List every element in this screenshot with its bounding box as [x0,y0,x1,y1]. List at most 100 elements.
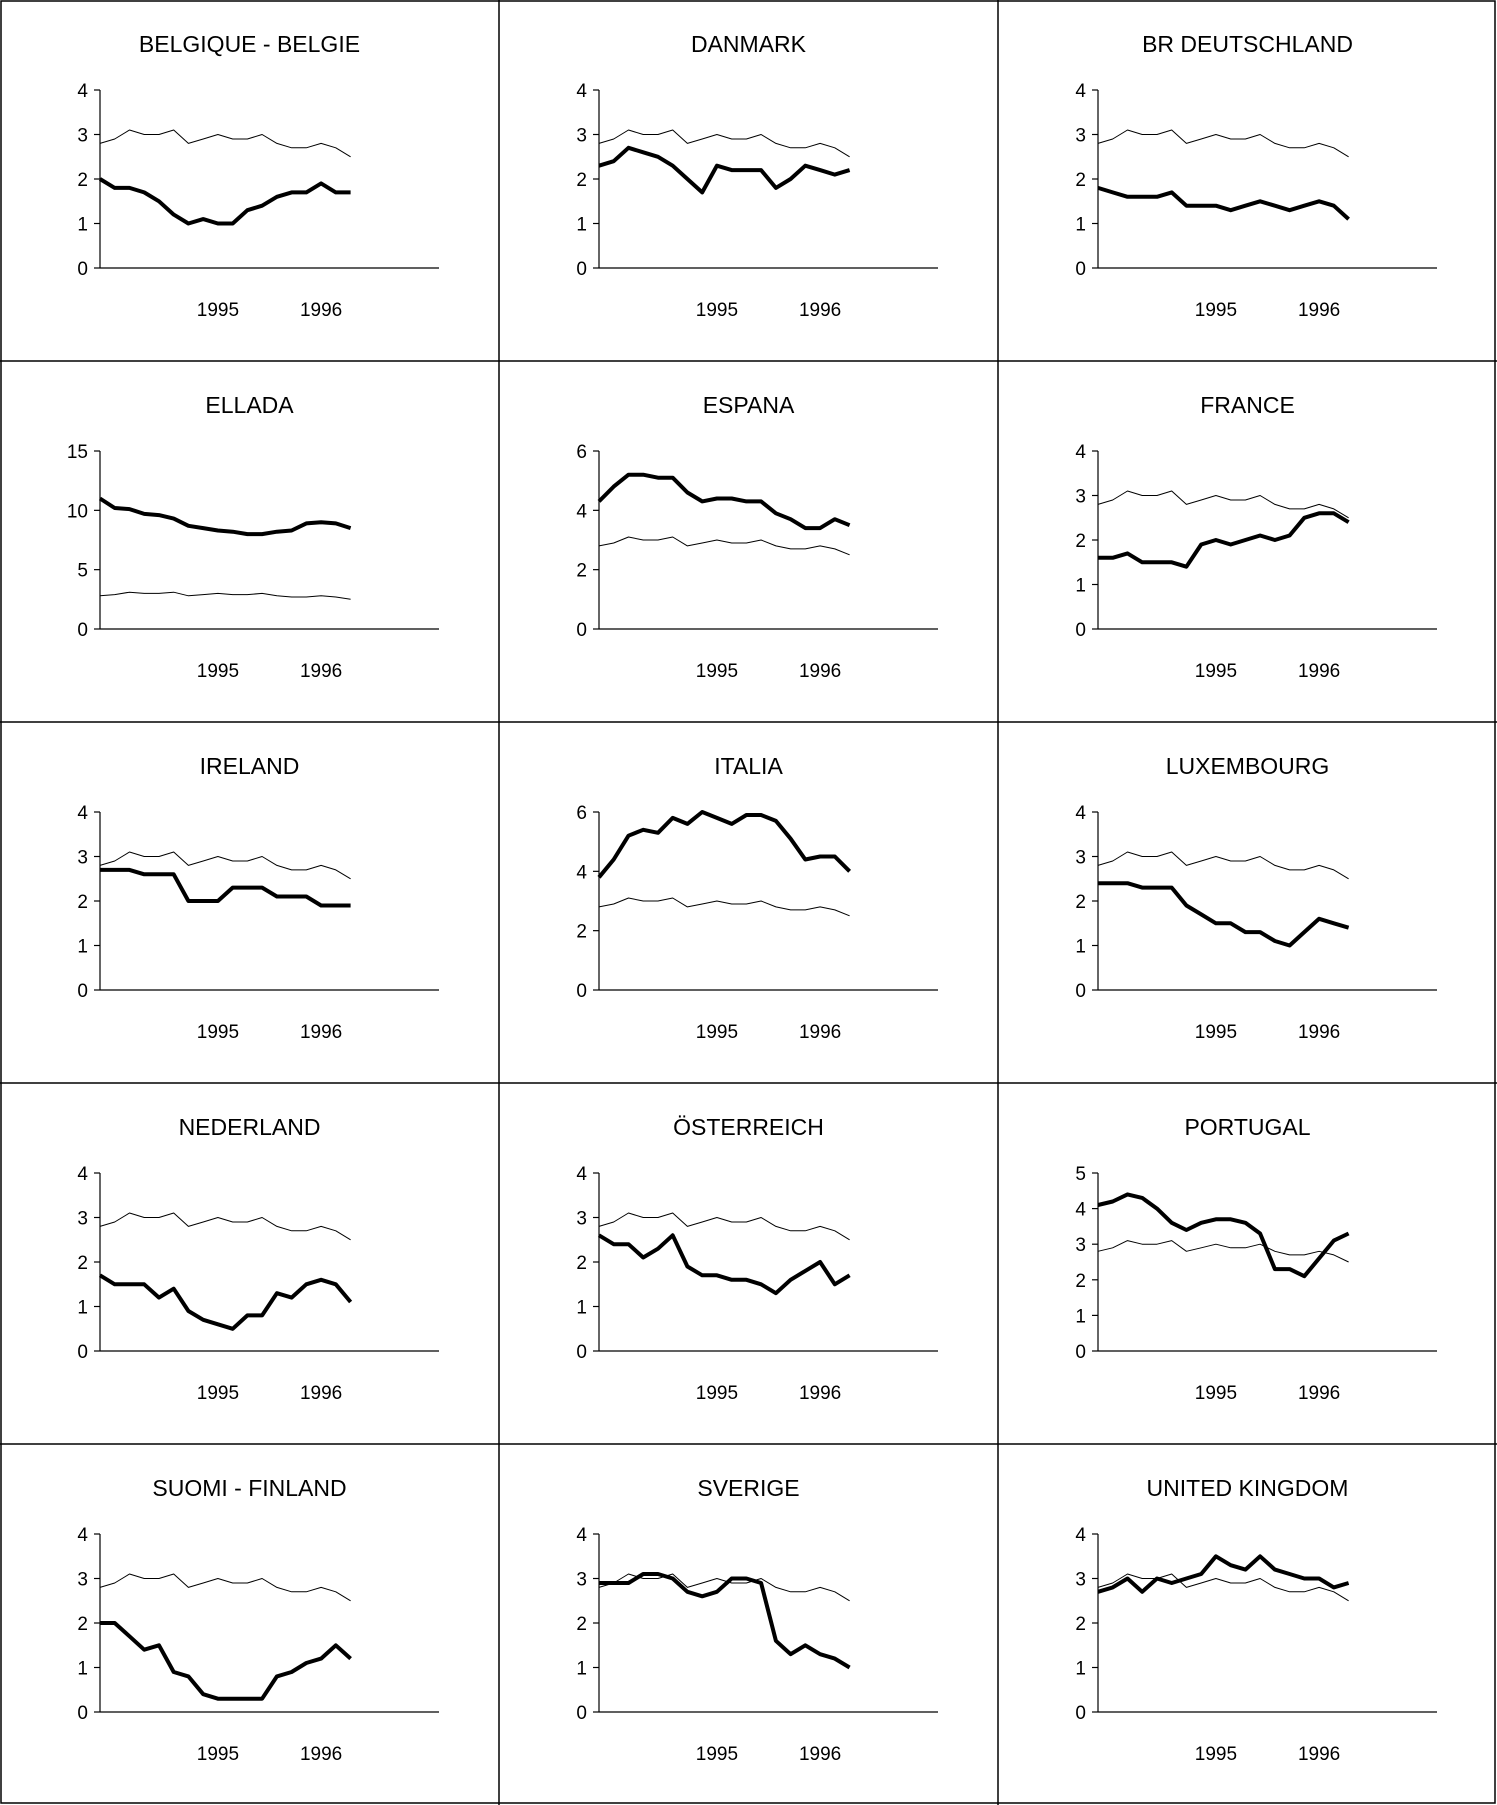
data-line [1097,129,1349,158]
chart-panel: IRELAND 0 1 2 3 4 1995 1996 [77,753,439,1043]
chart-title: LUXEMBOURG [1166,753,1330,779]
x-tick-label: 1995 [696,661,738,682]
y-tick-label: 2 [576,1614,587,1635]
y-tick-label: 0 [576,1703,587,1724]
y-tick-label: 2 [1075,1614,1086,1635]
chart-title: ÖSTERREICH [673,1114,824,1140]
y-tick-label: 0 [1075,981,1086,1002]
x-tick-label: 1995 [197,661,239,682]
x-tick-label: 1996 [799,661,841,682]
y-tick-label: 3 [77,126,88,147]
y-tick-label: 2 [1075,1271,1086,1292]
data-line [598,1212,850,1241]
x-tick-label: 1996 [1298,1383,1340,1404]
y-tick-label: 5 [77,561,88,582]
x-tick-label: 1996 [1298,1022,1340,1043]
chart-title: BELGIQUE - BELGIE [139,31,360,57]
chart-title: ELLADA [205,392,294,418]
y-tick-label: 4 [1075,442,1086,463]
x-tick-label: 1995 [197,1744,239,1765]
chart-title: NEDERLAND [179,1114,321,1140]
chart-title: BR DEUTSCHLAND [1142,31,1353,57]
chart-panel: DANMARK 0 1 2 3 4 1995 1996 [576,31,938,321]
y-tick-label: 4 [77,1525,88,1546]
y-tick-label: 1 [77,215,88,236]
x-tick-label: 1995 [1195,300,1237,321]
x-tick-label: 1995 [1195,1744,1237,1765]
x-tick-label: 1996 [300,300,342,321]
data-line [99,591,351,600]
data-line [598,129,850,158]
y-tick-label: 3 [576,126,587,147]
y-tick-label: 3 [576,1570,587,1591]
y-tick-label: 1 [1075,215,1086,236]
data-line [1097,1240,1349,1263]
y-tick-label: 0 [576,620,587,641]
chart-panel: ELLADA 0 5 10 15 1995 1996 [67,392,439,682]
x-tick-label: 1995 [696,1744,738,1765]
data-line [98,496,352,537]
y-tick-label: 1 [1075,576,1086,597]
chart-title: ITALIA [714,753,783,779]
y-tick-label: 4 [576,1164,587,1185]
data-line [100,1621,352,1701]
chart-title: ESPANA [703,392,795,418]
data-line [1098,511,1350,569]
y-tick-label: 2 [1075,531,1086,552]
y-tick-label: 0 [1075,1703,1086,1724]
y-tick-label: 4 [77,803,88,824]
x-tick-label: 1996 [300,1022,342,1043]
y-tick-label: 4 [77,81,88,102]
y-tick-label: 6 [576,442,587,463]
y-tick-label: 0 [1075,1342,1086,1363]
data-line [99,851,351,880]
y-tick-label: 3 [1075,848,1086,869]
chart-panel: ESPANA 0 2 4 6 1995 1996 [576,392,938,682]
y-tick-label: 0 [77,1703,88,1724]
y-tick-label: 4 [1075,1200,1086,1221]
x-tick-label: 1996 [799,1744,841,1765]
data-line [99,129,351,158]
data-line [100,867,351,908]
y-tick-label: 3 [1075,487,1086,508]
x-tick-label: 1995 [696,300,738,321]
y-tick-label: 1 [576,1659,587,1680]
y-tick-label: 4 [576,81,587,102]
y-tick-label: 0 [576,259,587,280]
chart-panel: BELGIQUE - BELGIE 0 1 2 3 4 1995 1996 [77,31,439,321]
chart-title: UNITED KINGDOM [1147,1475,1349,1501]
data-line [1097,490,1349,519]
y-tick-label: 1 [77,1659,88,1680]
y-tick-label: 1 [1075,1659,1086,1680]
y-tick-label: 0 [576,981,587,1002]
x-tick-label: 1996 [300,661,342,682]
chart-panel: FRANCE 0 1 2 3 4 1995 1996 [1075,392,1437,682]
x-tick-label: 1995 [197,1022,239,1043]
data-line [598,897,850,917]
y-tick-label: 2 [77,1614,88,1635]
data-line [597,810,852,879]
chart-title: FRANCE [1200,392,1295,418]
y-tick-label: 2 [576,170,587,191]
y-tick-label: 6 [576,803,587,824]
y-tick-label: 4 [1075,803,1086,824]
y-tick-label: 4 [576,1525,587,1546]
y-tick-label: 2 [77,170,88,191]
y-tick-label: 4 [576,862,587,883]
y-tick-label: 2 [77,892,88,913]
x-tick-label: 1996 [300,1383,342,1404]
chart-panel: PORTUGAL 0 1 2 3 4 5 1995 1996 [1075,1114,1437,1404]
chart-panel: NEDERLAND 0 1 2 3 4 1995 1996 [77,1114,439,1404]
y-tick-label: 3 [1075,126,1086,147]
data-line [598,536,850,556]
chart-panel: BR DEUTSCHLAND 0 1 2 3 4 1995 1996 [1075,31,1437,321]
y-tick-label: 0 [77,259,88,280]
x-tick-label: 1996 [799,300,841,321]
x-tick-label: 1995 [197,300,239,321]
data-line [597,472,851,531]
y-tick-label: 4 [77,1164,88,1185]
y-tick-label: 3 [1075,1570,1086,1591]
y-tick-label: 3 [77,1570,88,1591]
